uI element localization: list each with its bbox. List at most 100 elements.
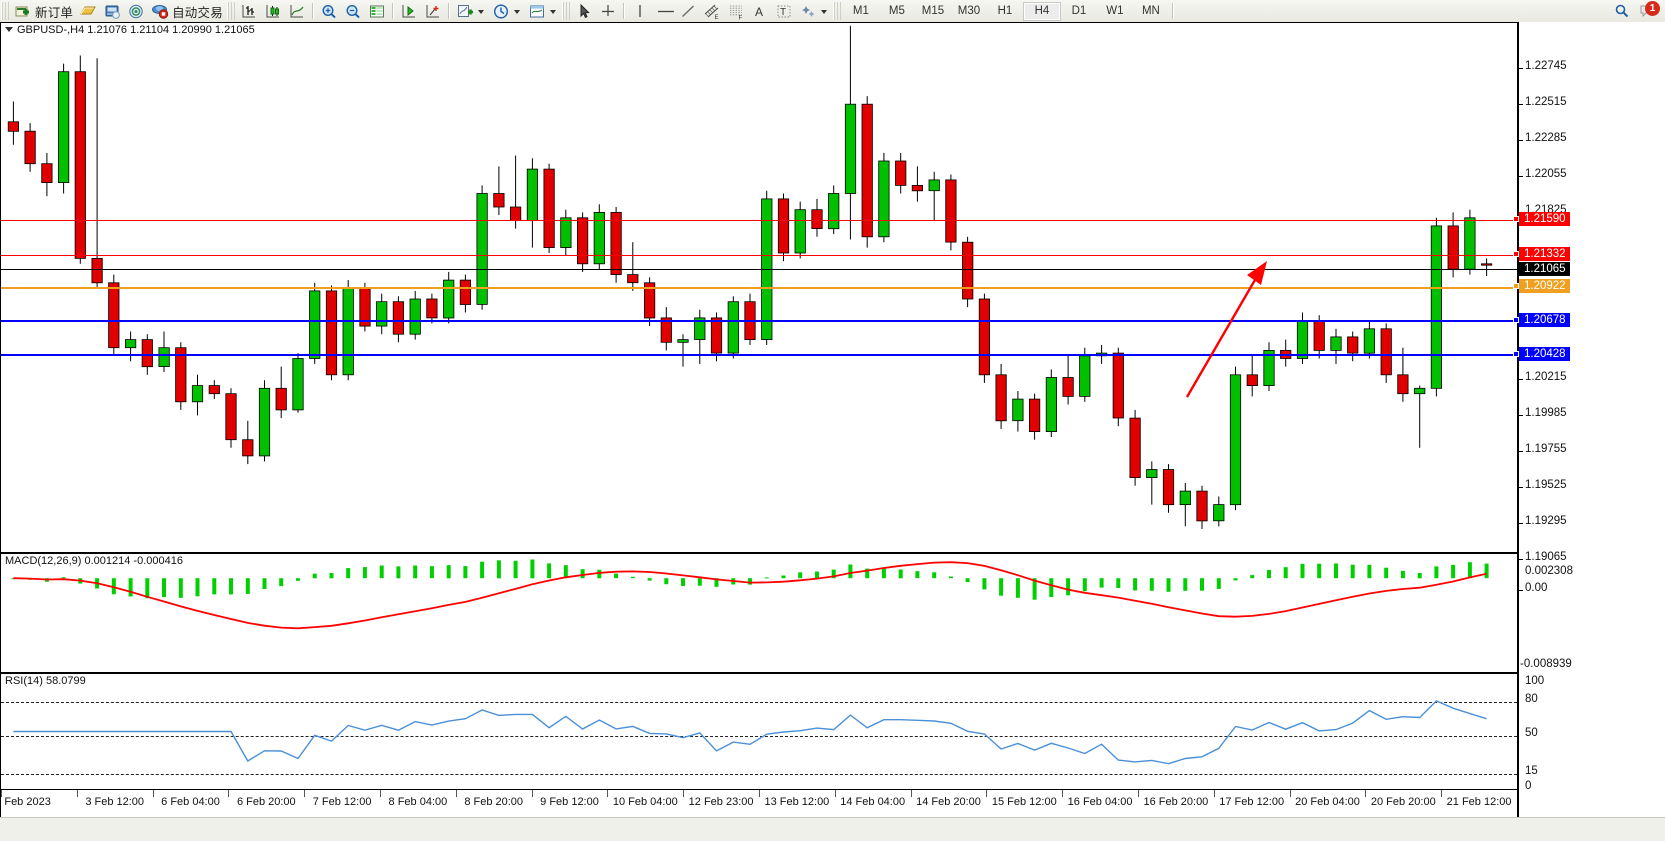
bar-chart-button[interactable] [237,1,261,21]
time-axis-label: 14 Feb 04:00 [840,796,906,808]
navigator-button[interactable] [100,1,124,21]
fibonacci-button[interactable]: F [724,1,748,21]
vertical-line-icon [631,3,649,20]
chevron-down-icon-2[interactable] [513,10,520,14]
text-icon: A [751,3,769,20]
timeframe-m30[interactable]: M30 [957,5,981,17]
level-line-resistance-1[interactable] [1,218,1517,224]
time-axis-separator [683,790,685,797]
price-chip-support-1-text: 1.20678 [1524,314,1566,326]
zoom-out-icon [344,3,362,20]
equidistant-channel-button[interactable]: E [700,1,724,21]
macd-label: MACD(12,26,9) 0.001214 -0.000416 [5,555,183,567]
grid-icon [368,3,386,20]
time-axis-label: 15 Feb 12:00 [991,796,1057,808]
timeframe-m15[interactable]: M15 [921,5,945,17]
horizontal-line-icon [655,3,674,20]
timeframe-m5[interactable]: M5 [888,5,905,17]
chevron-down-icon-3[interactable] [549,10,556,14]
toolbar-separator-4 [622,3,625,19]
timeframe-h1[interactable]: H1 [997,5,1013,17]
line-chart-icon [288,3,306,20]
time-axis-separator [455,790,457,797]
cursor-icon [575,3,593,20]
magnifier-icon[interactable] [1613,3,1631,20]
timeframe-h4[interactable]: H4 [1022,1,1061,21]
chart-menu-triangle-icon[interactable] [5,27,13,32]
rsi-tick-0-text: 0 [1525,780,1532,792]
chip-handle-support-1 [1513,317,1519,323]
chevron-down-icon-4[interactable] [820,10,827,14]
templates-button[interactable] [525,1,561,21]
bottom-strip[interactable] [0,817,1665,841]
time-axis-label: 3 Feb 12:00 [85,796,145,808]
timeframe-w1[interactable]: W1 [1106,5,1124,17]
timeframe-mn[interactable]: MN [1141,5,1160,17]
market-watch-button[interactable] [124,1,148,21]
notifications-button[interactable]: 1 [1639,1,1660,19]
label-button[interactable]: T [772,1,796,21]
hline-button[interactable] [652,1,676,21]
time-axis-separator [910,790,912,797]
level-line-resistance-2[interactable] [1,253,1517,259]
data-grid-button[interactable] [365,1,389,21]
price-chip-support-1[interactable]: 1.20678 [1513,313,1570,327]
auto-trading-button[interactable]: 自动交易 [148,1,226,21]
chevron-down-icon[interactable] [477,10,484,14]
cursor-button[interactable] [572,1,596,21]
zoom-out-button[interactable] [341,1,365,21]
new-order-button[interactable]: 新订单 [11,1,76,21]
macd-scale-bottom-text: -0.008939 [1520,658,1572,670]
up-arrow-annotation[interactable] [1179,255,1275,403]
trendline-button[interactable] [676,1,700,21]
candle-chart-button[interactable] [261,1,285,21]
rsi-series [13,700,1487,765]
rsi-level-15 [1,774,1517,775]
vline-button[interactable] [628,1,652,21]
time-axis-separator [607,790,609,797]
data-window-button[interactable] [76,1,100,21]
price-pane[interactable]: GBPUSD-,H4 1.21076 1.21104 1.20990 1.210… [0,22,1518,553]
text-button[interactable]: A [748,1,772,21]
timeframe-m1[interactable]: M1 [852,5,869,17]
price-chip-current-text: 1.21065 [1524,263,1566,275]
level-line-support-2[interactable] [1,353,1517,359]
macd-series [11,559,1489,630]
timeframe-d1[interactable]: D1 [1071,5,1087,17]
indicators-button[interactable] [453,1,489,21]
level-line-support-1[interactable] [1,319,1517,325]
chart-shift-button[interactable] [421,1,445,21]
objects-button[interactable] [796,1,832,21]
time-axis-separator [1062,790,1064,797]
price-scale[interactable]: 1.227451.225151.222851.220551.218251.211… [1513,22,1665,817]
price-chip-resistance-2[interactable]: 1.21332 [1513,247,1570,261]
time-axis[interactable]: 2 Feb 2023 3 Feb 12:00 6 Feb 04:00 6 Feb 20… [0,790,1518,817]
toolbar-grip-2[interactable] [226,2,235,20]
price-chip-resistance-1[interactable]: 1.21590 [1513,212,1570,226]
time-axis-separator [380,790,381,797]
toolbar-grip[interactable] [1,2,9,20]
price-chip-support-2-text: 1.20428 [1524,348,1566,360]
crosshair-button[interactable] [596,1,620,21]
toolbar-grip-4[interactable] [832,2,841,20]
rsi-tick-100-text: 100 [1525,675,1545,687]
level-line-pivot[interactable] [1,286,1517,292]
signal-icon [127,3,145,20]
level-line-current-price[interactable] [1,269,1517,270]
toolbar-grip-3[interactable] [561,2,570,20]
time-axis-label: 8 Feb 20:00 [464,796,524,808]
auto-scroll-button[interactable] [397,1,421,21]
notification-count: 1 [1645,1,1660,16]
price-chip-support-2[interactable]: 1.20428 [1513,347,1570,361]
zoom-in-button[interactable] [317,1,341,21]
time-axis-separator [1213,790,1215,797]
price-chip-pivot[interactable]: 1.20922 [1513,279,1570,293]
line-chart-button[interactable] [285,1,309,21]
rsi-pane[interactable]: RSI(14) 58.0799 [0,673,1518,790]
time-axis-separator [986,790,988,797]
time-axis-separator [228,790,230,797]
period-button[interactable] [489,1,525,21]
macd-pane[interactable]: MACD(12,26,9) 0.001214 -0.000416 [0,553,1518,673]
time-axis-separator [1,790,2,797]
